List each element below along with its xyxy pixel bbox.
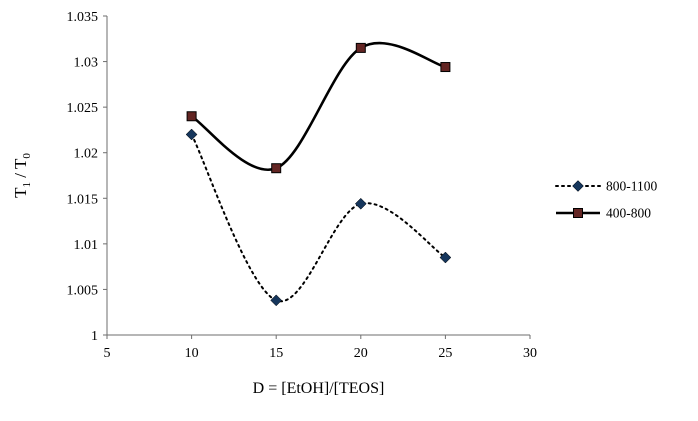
y-tick-label: 1.03 [74, 56, 99, 71]
legend-label: 400-800 [606, 206, 651, 221]
marker-square [355, 42, 366, 53]
y-tick-label: 1 [91, 329, 98, 344]
x-tick-label: 30 [523, 346, 537, 361]
legend-marker-square [573, 208, 583, 218]
marker-diamond [270, 294, 283, 307]
x-tick-label: 20 [354, 346, 368, 361]
y-tick-label: 1.02 [74, 147, 99, 162]
y-tick-label: 1.005 [67, 283, 99, 298]
y-tick-label: 1.01 [74, 238, 99, 253]
x-tick-label: 15 [269, 346, 283, 361]
y-axis-title-subscript: 0 [21, 153, 33, 159]
y-axis-title-text: T [11, 187, 30, 198]
marker-diamond [354, 197, 367, 210]
series-line-800-1100 [190, 133, 447, 303]
marker-square [440, 62, 451, 73]
x-tick-label: 10 [185, 346, 199, 361]
y-tick-label: 1.015 [67, 192, 99, 207]
y-axis-title-subscript: 1 [21, 182, 33, 188]
y-tick-label: 1.035 [67, 10, 99, 25]
x-axis-title: D = [EtOH]/[TEOS] [253, 380, 385, 397]
series-line-400-800 [190, 41, 446, 172]
y-axis-title-text: / T [11, 158, 30, 182]
y-axis-title: T1 / T0 [11, 153, 33, 198]
marker-diamond [185, 128, 198, 141]
marker-square [271, 163, 282, 174]
marker-square [186, 111, 197, 122]
x-tick-label: 5 [104, 346, 111, 361]
y-tick-label: 1.025 [67, 101, 99, 116]
x-tick-label: 25 [438, 346, 452, 361]
legend-label: 800-1100 [606, 179, 657, 194]
legend-marker-diamond [572, 180, 584, 192]
marker-diamond [439, 251, 452, 264]
